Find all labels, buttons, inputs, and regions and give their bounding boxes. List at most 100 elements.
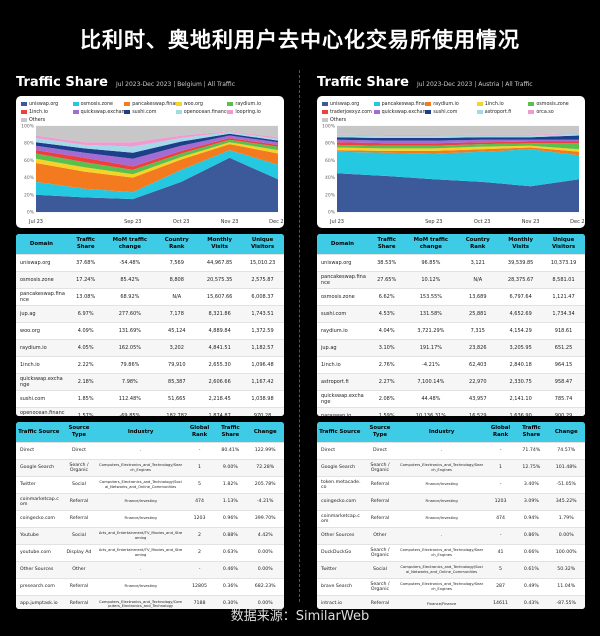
table-cell: 0.00% [246,594,284,609]
traffic-share-title: Traffic Share [16,75,108,90]
table-cell: 25,881 [456,304,500,322]
panel-divider [299,70,300,602]
table-cell: 900.29 [542,406,585,416]
table-cell: osmosis.zone [16,270,67,288]
table-cell: 44,967.85 [198,253,242,271]
table-cell: 1.57% [66,406,105,416]
legend-label: woo.org [183,101,203,107]
table-cell: - [397,441,486,459]
table-cell: 0.30% [214,594,247,609]
legend-item: Others [21,116,73,124]
table-cell: Twitter [16,475,62,493]
table-cell: 7,178 [155,304,199,322]
x-tick-label: Jul 23 [28,219,43,225]
column-header: MoM traffic change [405,234,457,254]
legend-item: sushi.com [425,108,477,116]
legend-label: quickswap.exchange [381,109,426,115]
table-cell: 474 [485,509,516,527]
legend-label: raydium.io [235,101,262,107]
table-cell: 0.00% [547,526,585,544]
table-cell: raydium.io [317,321,368,339]
table-row: openocean.finance1.57%-69.85%182,7821,87… [16,406,284,416]
table-cell: youtube.com [16,543,62,561]
table-cell: 1.85% [66,389,105,407]
legend-item: raydium.io [227,100,279,108]
table-cell: - [96,560,185,578]
table-row: astroport.fi 2.27% 7,100.14% 22,970 2,330.75… [317,372,585,390]
table-cell: Direct [16,441,62,459]
legend-item: uniswap.org [322,100,374,108]
column-header: Industry [397,422,486,442]
table-cell: 2.18% [66,372,105,390]
table-cell: - [96,441,185,459]
table-cell: 51,665 [155,389,199,407]
table-cell: 13.08% [66,287,105,305]
legend-label: quickswap.exchange [80,109,125,115]
table-cell: 4.42% [246,526,284,544]
legend-item: pancakeswap.finance [373,100,426,108]
x-tick-label: Oct 23 [474,219,491,225]
table-cell: Social [362,560,398,578]
table-cell: 1 [184,458,215,476]
source-table-body: Direct Direct - -80.41% 122.99% Google Search… [16,441,284,609]
table-cell: N/A [155,287,199,305]
table-cell: 0.66% [515,543,548,561]
table-cell: quickswap.exchange [317,389,368,407]
legend-label: pancakeswap.finance [381,101,426,107]
table-cell: 0.49% [515,577,548,595]
area-series-4 [337,143,579,150]
table-cell: 7.98% [104,372,156,390]
table-cell: 182,782 [155,406,199,416]
legend-swatch [322,118,328,122]
table-cell: 4,154.29 [499,321,543,339]
table-cell: Referral [61,594,97,609]
table-cell: 1 [485,458,516,476]
table-cell: Finance/Investing [96,509,185,527]
table-cell: 651.25 [542,338,585,356]
table-cell: 4,841.51 [198,338,242,356]
table-cell: 101.48% [547,458,585,476]
legend-swatch [175,110,182,114]
area-series-3 [337,145,579,152]
y-tick-label: 0% [328,210,336,216]
table-cell: sushi.com [16,389,67,407]
table-cell: 785.74 [542,389,585,407]
panel-header: Traffic Share Jul 2023-Dec 2023 | Austri… [317,72,585,90]
legend-swatch [21,118,27,122]
table-cell: Social [61,475,97,493]
table-cell: - [184,560,215,578]
table-cell: osmosis.zone [317,287,368,305]
chart-plot: 0% 20% 40% 60% 80% 100% Jul 23 Sep 23 Oct 23 Nov … [322,124,585,226]
x-tick-label: Jul 23 [329,219,344,225]
table-cell: uniswap.org [317,253,368,271]
table-row: Youtube Social Arts_and_Entertainment/TV_M… [16,526,284,544]
table-cell: Referral [362,475,398,493]
table-cell: 16,529 [456,406,500,416]
table-cell: Google Search [317,458,363,476]
table-row: pancakeswap.finance 13.08% 68.92% N/A 15,607… [16,287,284,305]
table-cell: 2.76% [367,355,406,373]
x-tick-label: Nov 23 [221,219,239,225]
table-cell: Search / Organic [362,543,398,561]
table-row: Google Search Search / Organic Computers_E… [16,458,284,476]
table-cell: 970.28 [241,406,284,416]
table-cell: Computers_Electronics_and_Technology/Sea… [397,577,486,595]
x-tick-label: Dec 23 [570,219,585,225]
table-cell: 0.94% [515,509,548,527]
column-header: Global Rank [485,422,516,442]
table-cell: Social [61,526,97,544]
table-cell: 2.08% [367,389,406,407]
table-cell: 162.05% [104,338,156,356]
area-series-8 [337,133,579,138]
table-cell: 9.00% [214,458,247,476]
table-cell: 131.58% [405,304,457,322]
table-cell: jup.ag [317,338,368,356]
area-series-9 [337,132,579,137]
table-cell: Search / Organic [362,458,398,476]
table-row: 1inch.io 2.76% -4.21% 62,403 2,840.18 964.15 [317,355,585,373]
table-cell: 3,202 [155,338,199,356]
table-cell: 10,136.31% [405,406,457,416]
table-cell: 4,652.69 [499,304,543,322]
table-cell: 958.47 [542,372,585,390]
table-cell: 0.36% [214,577,247,595]
